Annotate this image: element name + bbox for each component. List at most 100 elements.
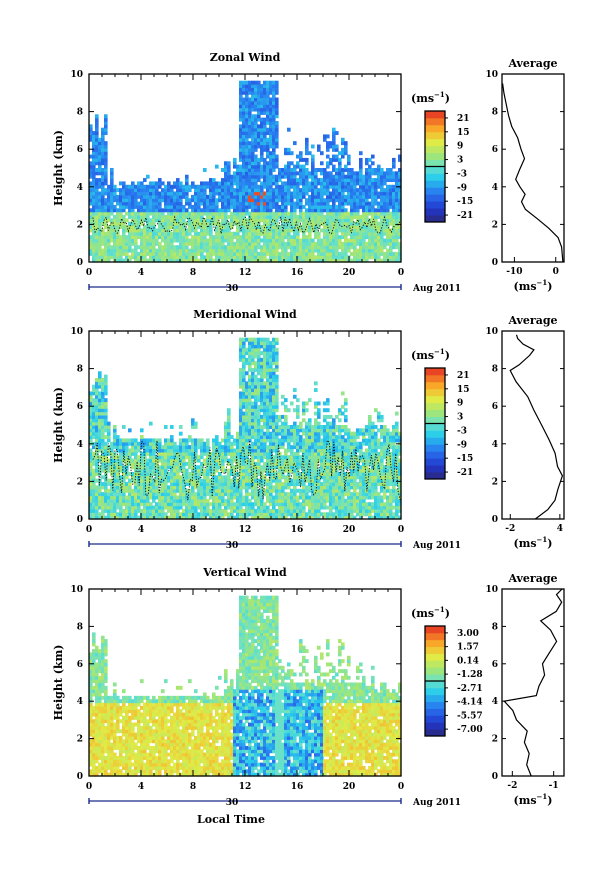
date-label: 30: [226, 798, 239, 808]
average-x-tick-label: -2: [507, 781, 517, 791]
month-label: Aug 2011: [412, 541, 461, 551]
colorbar-tick-label: -9: [457, 440, 467, 450]
x-tick-label: 0: [398, 525, 404, 535]
x-tick-label: 4: [138, 525, 144, 535]
panel-title: Vertical Wind: [202, 566, 287, 579]
colorbar-tick-label: -4.14: [457, 698, 483, 708]
colorbar-tick-label: -9: [457, 183, 467, 193]
x-tick-label: 16: [291, 525, 304, 535]
colorbar-tick-label: -7.00: [457, 725, 483, 735]
average-line: [503, 588, 563, 777]
average-frame: [501, 588, 565, 777]
average-title: Average: [507, 57, 557, 70]
y-tick-label: 6: [77, 660, 83, 670]
average-line: [509, 334, 564, 520]
y-tick-label: 6: [77, 145, 83, 155]
average-profile: Average 0 2 4 6 8 10 -2 4 (ms−1): [485, 314, 565, 550]
colorbar-tick-label: 9: [457, 399, 463, 409]
heatmap-cells: [89, 80, 402, 263]
x-axis-label: Local Time: [197, 813, 265, 826]
x-tick-label: 4: [138, 268, 144, 278]
average-y-tick-label: 10: [485, 70, 498, 80]
average-x-label: (ms−1): [513, 535, 552, 550]
x-tick-label: 0: [398, 268, 404, 278]
x-tick-label: 12: [239, 525, 252, 535]
average-x-tick-label: -1: [549, 781, 559, 791]
colorbar-tick-label: -3: [457, 426, 467, 436]
colorbar-tick-label: -3: [457, 169, 467, 179]
colorbar: 3.00 1.57 0.14 -1.28 -2.71 -4.14 -5.57 -7.00 (ms…: [411, 605, 483, 737]
colorbar-tick-label: -2.71: [457, 684, 483, 694]
x-tick-label: 12: [239, 782, 252, 792]
y-tick-label: 4: [77, 183, 83, 193]
average-x-tick-label: 4: [557, 524, 563, 534]
x-tick-label: 20: [343, 782, 356, 792]
colorbar-tick-label: -15: [457, 197, 473, 207]
colorbar-units: (ms−1): [411, 90, 450, 105]
average-y-tick-label: 10: [485, 327, 498, 337]
colorbar-tick-label: 3: [457, 413, 463, 423]
average-y-tick-label: 10: [485, 585, 498, 595]
y-axis-label: Height (km): [52, 387, 65, 463]
colorbar-tick-label: 15: [457, 385, 470, 395]
colorbar-tick-label: 15: [457, 128, 470, 138]
average-y-tick-label: 2: [492, 735, 498, 745]
x-tick-label: 16: [291, 782, 304, 792]
y-tick-label: 2: [77, 735, 83, 745]
y-tick-label: 0: [77, 772, 83, 782]
y-tick-label: 8: [77, 365, 83, 375]
colorbar-tick-label: 0.14: [457, 656, 479, 666]
x-tick-label: 20: [343, 268, 356, 278]
y-tick-label: 2: [77, 477, 83, 487]
colorbar-units: (ms−1): [411, 347, 450, 362]
colorbar-tick-label: 1.57: [457, 643, 479, 653]
colorbar: 21 15 9 3 -3 -9 -15 -21 (ms−1): [411, 347, 473, 480]
y-axis-label: Height (km): [52, 645, 65, 721]
average-y-tick-label: 6: [492, 660, 498, 670]
average-frame: [501, 330, 565, 520]
colorbar-tick-label: -21: [457, 468, 473, 478]
y-axis-label: Height (km): [52, 130, 65, 206]
average-y-tick-label: 0: [492, 258, 498, 268]
average-x-label: (ms−1): [513, 278, 552, 293]
colorbar-tick-label: 9: [457, 142, 463, 152]
x-tick-label: 0: [86, 525, 92, 535]
y-tick-label: 10: [70, 585, 83, 595]
average-x-tick-label: 0: [553, 267, 559, 277]
average-profile: Average 0 2 4 6 8 10 -2 -1(ms−1): [485, 572, 565, 807]
y-tick-label: 8: [77, 108, 83, 118]
panel-title: Zonal Wind: [210, 51, 281, 64]
date-label: 30: [226, 284, 239, 294]
heatmap-cells: [89, 595, 402, 777]
average-title: Average: [507, 314, 557, 327]
average-y-tick-label: 2: [492, 220, 498, 230]
month-label: Aug 2011: [412, 798, 461, 808]
average-y-tick-label: 6: [492, 402, 498, 412]
colorbar-tick-label: 3.00: [457, 629, 479, 639]
heatmap-cells: [89, 337, 402, 520]
y-tick-label: 10: [70, 327, 83, 337]
colorbar-units: (ms−1): [411, 605, 450, 620]
x-tick-label: 0: [398, 782, 404, 792]
x-tick-label: 20: [343, 525, 356, 535]
average-y-tick-label: 4: [492, 440, 498, 450]
average-title: Average: [507, 572, 557, 585]
x-tick-label: 8: [190, 782, 196, 792]
y-tick-label: 4: [77, 440, 83, 450]
average-y-tick-label: 4: [492, 183, 498, 193]
date-label: 30: [226, 541, 239, 551]
y-tick-label: 6: [77, 402, 83, 412]
average-y-tick-label: 6: [492, 145, 498, 155]
colorbar-tick-label: 21: [457, 371, 470, 381]
zero-contour: [92, 439, 401, 501]
colorbar-tick-label: 21: [457, 114, 470, 124]
average-y-tick-label: 2: [492, 477, 498, 487]
average-y-tick-label: 0: [492, 772, 498, 782]
y-tick-label: 2: [77, 220, 83, 230]
y-tick-label: 4: [77, 697, 83, 707]
average-y-tick-label: 8: [492, 108, 498, 118]
x-tick-label: 12: [239, 268, 252, 278]
